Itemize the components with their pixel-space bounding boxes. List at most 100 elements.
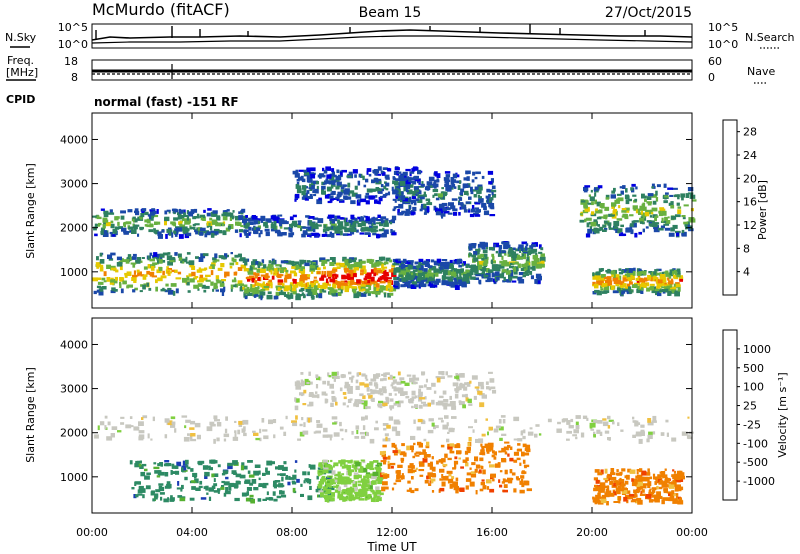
echo-cell [646, 220, 652, 223]
echo-cell [432, 194, 435, 198]
echo-cell [488, 426, 493, 431]
echo-cell [448, 427, 453, 432]
echo-cell [128, 425, 134, 428]
echo-cell [401, 473, 404, 477]
echo-cell [307, 196, 313, 199]
echo-cell [251, 215, 256, 220]
echo-cell [602, 421, 609, 427]
echo-cell [262, 472, 266, 476]
echo-cell [255, 261, 259, 265]
echo-cell [478, 198, 482, 204]
echo-cell [498, 479, 501, 483]
echo-cell [327, 200, 332, 204]
echo-cell [123, 224, 126, 228]
echo-cell [615, 228, 619, 233]
echo-cell [376, 279, 381, 282]
echo-cell [185, 419, 191, 423]
echo-cell [384, 262, 389, 265]
echo-cell [390, 219, 395, 224]
echo-cell [412, 469, 417, 472]
echo-cell [140, 488, 146, 493]
echo-cell [267, 283, 270, 288]
echo-cell [300, 483, 303, 487]
echo-cell [375, 263, 380, 267]
echo-cell [244, 260, 248, 266]
echo-cell [365, 216, 370, 221]
power-y-title: Slant Range [km] [24, 163, 37, 259]
echo-cell [613, 480, 617, 485]
echo-cell [151, 208, 156, 211]
echo-cell [300, 271, 305, 275]
echo-cell [375, 477, 381, 481]
echo-cell [366, 387, 370, 392]
echo-cell [395, 206, 401, 209]
echo-cell [420, 401, 426, 404]
echo-cell [154, 470, 161, 474]
echo-cell [383, 271, 389, 275]
echo-cell [156, 221, 161, 225]
echo-cell [641, 287, 644, 291]
echo-cell [179, 214, 185, 220]
echo-cell [322, 380, 327, 385]
echo-cell [393, 267, 399, 272]
echo-cell [638, 438, 643, 444]
echo-cell [629, 214, 634, 217]
echo-cell [234, 254, 239, 258]
echo-cell [614, 278, 617, 282]
echo-cell [315, 222, 318, 225]
echo-cell [453, 460, 459, 465]
echo-cell [320, 284, 325, 289]
echo-cell [336, 274, 339, 278]
echo-cell [445, 174, 451, 178]
echo-cell [475, 210, 481, 213]
echo-cell [245, 497, 251, 502]
echo-cell [444, 178, 448, 184]
echo-cell [478, 196, 482, 199]
echo-cell [259, 428, 262, 434]
echo-cell [363, 467, 367, 473]
echo-cell [282, 484, 285, 487]
echo-cell [402, 258, 407, 263]
echo-cell [249, 275, 255, 278]
echo-cell [312, 217, 319, 220]
echo-cell [633, 489, 640, 494]
echo-cell [490, 178, 494, 183]
echo-cell [428, 483, 432, 486]
echo-cell [131, 277, 137, 281]
echo-cell [656, 479, 662, 483]
echo-cell [276, 267, 280, 272]
echo-cell [473, 251, 478, 256]
echo-cell [415, 198, 419, 202]
echo-cell [354, 185, 358, 190]
echo-cell [418, 452, 421, 455]
echo-cell [193, 473, 197, 479]
echo-cell [359, 393, 364, 397]
echo-cell [671, 288, 675, 292]
echo-cell [255, 282, 260, 286]
echo-cell [243, 284, 248, 288]
echo-cell [98, 290, 104, 296]
echo-cell [309, 193, 313, 198]
echo-cell [534, 279, 538, 284]
echo-cell [480, 385, 485, 390]
echo-cell [612, 210, 615, 215]
echo-cell [229, 217, 232, 221]
echo-cell [331, 291, 337, 296]
echo-cell [332, 277, 336, 283]
echo-cell [657, 495, 663, 499]
echo-cell [137, 493, 143, 496]
echo-cell [600, 288, 604, 291]
echo-cell [356, 261, 362, 266]
echo-cell [347, 196, 352, 200]
echo-cell [401, 443, 405, 447]
echo-cell [251, 479, 257, 484]
echo-cell [382, 268, 385, 273]
echo-cell [671, 268, 674, 271]
echo-cell [151, 255, 154, 258]
power-cbar-title: Power [dB] [756, 180, 769, 240]
echo-cell [593, 227, 597, 230]
echo-cell [647, 481, 652, 486]
echo-cell [456, 180, 462, 184]
echo-cell [451, 198, 458, 201]
echo-cell [159, 253, 165, 258]
